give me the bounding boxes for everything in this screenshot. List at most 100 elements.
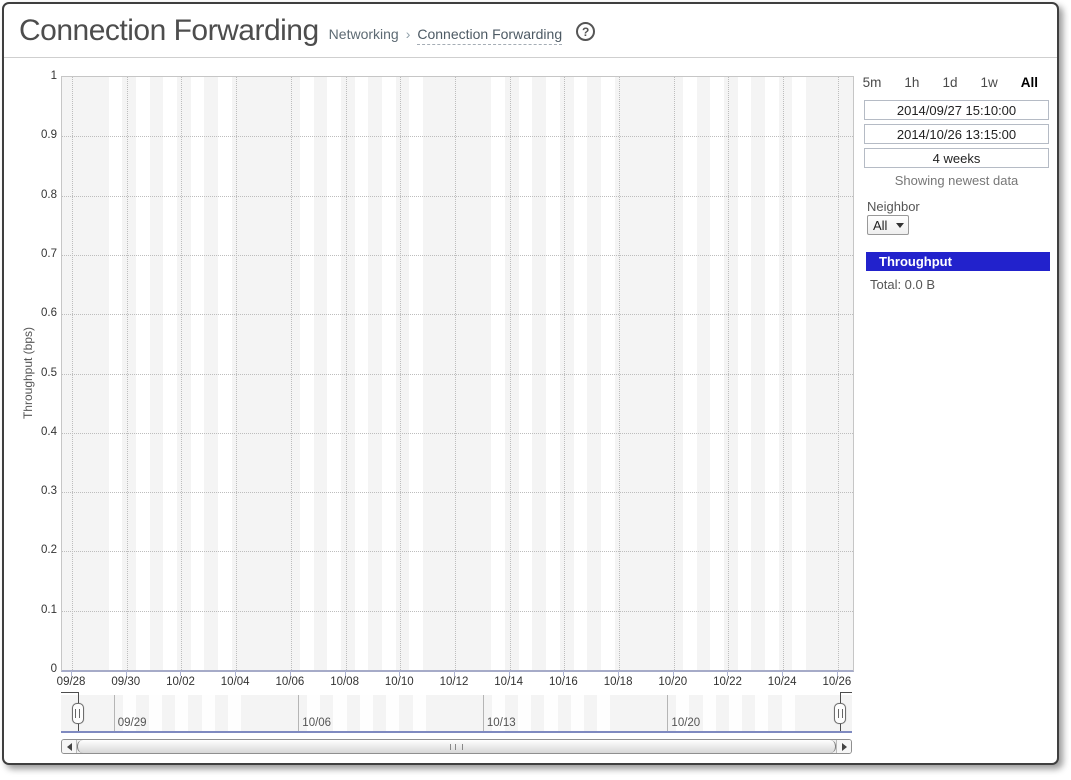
- x-tick: [235, 671, 237, 676]
- time-range-links: 5m 1h 1d 1w All: [862, 75, 1038, 90]
- daytime-band: [702, 695, 716, 731]
- x-tick-label: 10/12: [439, 676, 469, 688]
- y-tick-label: 0.6: [41, 307, 57, 320]
- x-tick: [836, 671, 838, 676]
- daytime-band: [227, 695, 242, 731]
- y-tick-label: 0.8: [41, 188, 57, 201]
- x-tick-label: 10/02: [166, 676, 195, 688]
- breadcrumb-parent-link[interactable]: Networking: [328, 26, 399, 42]
- daytime-band: [728, 695, 743, 731]
- x-tick: [344, 671, 346, 676]
- daytime-band: [755, 695, 769, 731]
- x-tick-label: 10/20: [658, 676, 688, 688]
- h-gridline: [62, 314, 853, 316]
- help-icon[interactable]: ?: [576, 22, 596, 41]
- selection-bracket-right: [840, 692, 852, 693]
- x-tick: [180, 671, 182, 676]
- range-all-link[interactable]: All: [1020, 75, 1038, 90]
- h-gridline: [62, 373, 853, 375]
- y-tick-label: 0: [50, 663, 57, 675]
- y-tick-label: 0.4: [41, 425, 57, 438]
- y-tick-label: 0.9: [41, 129, 57, 142]
- daytime-band: [781, 695, 795, 731]
- neighbor-label: Neighbor: [867, 199, 920, 214]
- daytime-band: [570, 695, 584, 731]
- daytime-band: [201, 695, 215, 731]
- y-tick-label: 1: [50, 70, 57, 82]
- daytime-band: [175, 695, 189, 731]
- y-tick-label: 0.3: [41, 485, 57, 498]
- range-5m-link[interactable]: 5m: [862, 75, 882, 90]
- neighbor-select[interactable]: All: [867, 215, 909, 235]
- breadcrumb-current-link[interactable]: Connection Forwarding: [417, 26, 563, 45]
- end-time-input[interactable]: [864, 124, 1049, 144]
- x-tick-row: [61, 671, 852, 677]
- x-tick: [727, 671, 729, 676]
- daytime-band: [386, 695, 400, 731]
- x-tick-label: 09/30: [111, 676, 141, 688]
- x-tick-label: 10/10: [384, 676, 414, 688]
- range-1w-link[interactable]: 1w: [980, 75, 998, 90]
- start-time-input[interactable]: [864, 100, 1049, 120]
- x-tick-label: 10/04: [220, 676, 250, 688]
- left-arrow-icon: [63, 742, 72, 751]
- x-tick: [618, 671, 620, 676]
- right-range-handle[interactable]: [834, 703, 847, 724]
- week-separator: [482, 695, 484, 731]
- y-axis-labels: 1 0.9 0.8 0.7 0.6 0.5 0.4 0.3 0.2 0.1 0: [4, 70, 57, 675]
- scrollbar-thumb[interactable]: [77, 740, 836, 753]
- week-label: 10/13: [486, 717, 516, 729]
- y-tick-label: 0.1: [41, 603, 57, 616]
- neighbor-select-value: All: [873, 217, 888, 233]
- h-scrollbar: [61, 739, 852, 754]
- left-range-handle[interactable]: [71, 703, 84, 724]
- x-tick: [289, 671, 291, 676]
- scroll-left-button[interactable]: [62, 740, 77, 753]
- daytime-band: [307, 695, 321, 731]
- week-label: 09/29: [117, 717, 147, 729]
- scroll-right-button[interactable]: [836, 740, 851, 753]
- week-label: 10/20: [671, 717, 701, 729]
- right-arrow-icon: [841, 742, 851, 751]
- x-tick-label: 10/26: [822, 676, 852, 688]
- page-title: Connection Forwarding: [19, 13, 319, 47]
- scrollbar-grip-icon: [450, 743, 463, 750]
- x-tick-label: 09/28: [56, 676, 86, 688]
- daytime-band: [491, 695, 505, 731]
- x-tick-label: 10/16: [548, 676, 578, 688]
- x-tick-label: 10/06: [275, 676, 305, 688]
- selection-bracket-left: [61, 692, 78, 693]
- week-label: 10/06: [302, 717, 332, 729]
- x-tick: [453, 671, 455, 676]
- daytime-band: [148, 695, 163, 731]
- legend-throughput-label: Throughput: [879, 254, 952, 269]
- daytime-band: [333, 695, 347, 731]
- duration-input[interactable]: [864, 148, 1049, 168]
- legend-throughput[interactable]: Throughput: [866, 252, 1050, 271]
- week-separator: [667, 695, 669, 731]
- y-tick-label: 0.5: [41, 366, 57, 379]
- x-tick: [563, 671, 565, 676]
- x-tick-label: 10/24: [767, 676, 797, 688]
- status-text: Showing newest data: [894, 173, 1019, 188]
- x-tick-label: 10/22: [713, 676, 742, 688]
- range-1d-link[interactable]: 1d: [942, 75, 958, 90]
- week-separator: [113, 695, 115, 731]
- x-label-row: 09/28 09/30 10/02 10/04 10/06 10/08 10/10 10/12…: [57, 676, 852, 690]
- daytime-band: [544, 695, 558, 731]
- handle-grip-icon: [837, 709, 843, 718]
- h-gridline: [62, 610, 853, 612]
- range-1h-link[interactable]: 1h: [904, 75, 920, 90]
- x-tick-label: 10/08: [330, 676, 359, 688]
- x-tick-label: 10/14: [494, 676, 524, 688]
- daytime-band: [597, 695, 611, 731]
- plot-area[interactable]: [61, 76, 854, 672]
- daytime-band: [412, 695, 426, 731]
- mini-timeline[interactable]: 09/29 10/06 10/13 10/20: [61, 692, 852, 733]
- x-tick: [399, 671, 401, 676]
- daytime-band: [359, 695, 373, 731]
- x-tick: [782, 671, 784, 676]
- x-tick-label: 10/18: [603, 676, 633, 688]
- legend-total: Total: 0.0 B: [870, 277, 936, 292]
- h-gridline: [62, 136, 853, 138]
